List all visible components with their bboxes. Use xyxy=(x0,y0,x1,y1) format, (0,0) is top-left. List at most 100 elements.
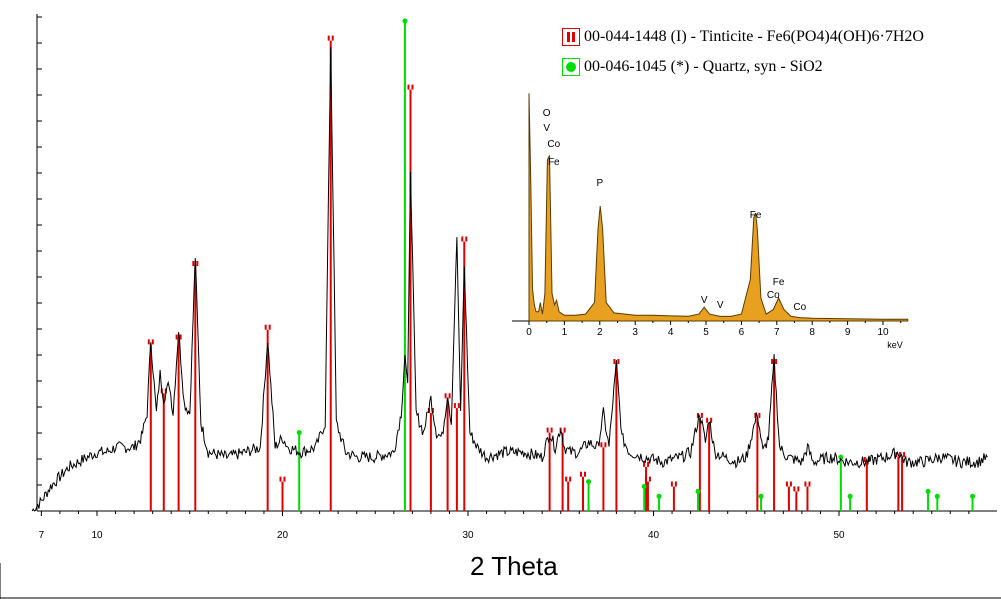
tinticite-marker xyxy=(147,339,150,345)
tinticite-marker xyxy=(696,412,699,418)
inset-peak-label: V xyxy=(717,300,724,311)
tinticite-marker xyxy=(268,324,271,330)
tinticite-marker xyxy=(793,486,796,492)
legend-item-quartz: 00-046-1045 (*) - Quartz, syn - SiO2 xyxy=(556,52,996,82)
inset-peak-label: Fe xyxy=(548,157,560,168)
tinticite-marker xyxy=(546,427,549,433)
inset-peak-label: Co xyxy=(767,290,780,301)
inset-spectrum-area xyxy=(528,93,909,322)
quartz-marker xyxy=(838,454,844,460)
tinticite-marker xyxy=(550,427,553,433)
quartz-marker xyxy=(641,484,647,489)
x-tick-label: 30 xyxy=(462,530,474,541)
inset-x-tick-label: 8 xyxy=(809,327,815,338)
x-axis-title: 2 Theta xyxy=(470,551,558,581)
tinticite-marker xyxy=(670,481,673,487)
diffraction-pattern xyxy=(31,47,988,512)
tinticite-marker xyxy=(785,481,788,487)
x-axis: 7 10 20 30 40 50 xyxy=(39,511,970,541)
quartz-marker xyxy=(296,430,302,436)
inset-peak-label: Fe xyxy=(750,210,762,221)
tinticite-marker xyxy=(444,393,447,399)
tinticite-marker xyxy=(279,476,282,482)
tinticite-marker xyxy=(448,393,451,399)
tinticite-marker xyxy=(613,359,616,364)
tinticite-marker xyxy=(327,35,330,41)
tinticite-marker xyxy=(411,84,414,90)
inset-peak-label: Co xyxy=(793,302,806,313)
tinticite-marker xyxy=(808,481,811,487)
quartz-marker xyxy=(586,479,592,485)
x-tick-label: 10 xyxy=(91,530,103,541)
inset-x-tick-label: 1 xyxy=(562,327,568,338)
reference-sticks xyxy=(147,18,976,511)
quartz-marker xyxy=(656,493,662,499)
tinticite-marker xyxy=(453,403,456,409)
tinticite-marker xyxy=(457,403,460,409)
inset-peak-label: V xyxy=(701,295,708,306)
tinticite-marker xyxy=(674,481,677,487)
tinticite-marker xyxy=(175,334,178,340)
tinticite-marker xyxy=(600,442,603,448)
tinticite-marker xyxy=(700,412,703,418)
inset-background xyxy=(508,88,905,353)
inset-x-tick-label: 9 xyxy=(845,327,851,338)
tinticite-marker xyxy=(264,324,267,330)
inset-peak-label: O xyxy=(543,108,551,119)
tinticite-marker xyxy=(775,359,778,364)
inset-peak-label: Fe xyxy=(773,277,785,288)
tinticite-marker xyxy=(797,486,800,492)
tinticite-marker xyxy=(617,359,620,364)
inset-x-tick-label: 0 xyxy=(526,327,532,338)
legend-label-quartz: 00-046-1045 (*) - Quartz, syn - SiO2 xyxy=(584,58,823,75)
quartz-marker xyxy=(925,488,931,494)
tinticite-marker xyxy=(192,261,195,266)
quartz-marker xyxy=(695,488,701,494)
x-tick-label: 40 xyxy=(648,530,660,541)
tinticite-marker xyxy=(804,481,807,487)
legend-label-tinticite: 00-044-1448 (I) - Tinticite - Fe6(PO4)4(… xyxy=(584,28,924,45)
tinticite-marker xyxy=(580,471,583,477)
tinticite-marker xyxy=(569,476,572,482)
green-dot-icon xyxy=(562,58,580,76)
tinticite-marker xyxy=(604,442,607,448)
inset-peak-label: Co xyxy=(547,139,560,150)
tinticite-marker xyxy=(461,236,464,242)
tinticite-marker xyxy=(563,427,566,433)
tinticite-marker xyxy=(771,359,774,364)
inset-x-tick-label: 7 xyxy=(774,327,780,338)
tinticite-marker xyxy=(710,417,713,423)
inset-x-tick-label: 5 xyxy=(703,327,709,338)
tinticite-marker xyxy=(407,84,410,90)
tinticite-marker xyxy=(331,35,334,41)
quartz-marker xyxy=(758,493,764,499)
inset-x-tick-label: 10 xyxy=(877,327,889,338)
tinticite-marker xyxy=(465,236,468,242)
inset-x-tick-label: 2 xyxy=(597,327,603,338)
tinticite-marker xyxy=(565,476,568,482)
inset-x-axis-label: keV xyxy=(887,340,903,350)
legend-item-tinticite: 00-044-1448 (I) - Tinticite - Fe6(PO4)4(… xyxy=(556,22,996,52)
quartz-marker xyxy=(970,493,976,499)
measured-pattern-line xyxy=(31,47,988,512)
tinticite-marker xyxy=(758,412,761,418)
x-tick-label: 20 xyxy=(277,530,289,541)
tinticite-marker xyxy=(151,339,154,345)
legend: 00-044-1448 (I) - Tinticite - Fe6(PO4)4(… xyxy=(556,22,996,82)
tinticite-marker xyxy=(903,452,906,458)
inset-peak-label: V xyxy=(543,123,550,134)
tinticite-marker xyxy=(643,461,646,467)
quartz-marker xyxy=(847,493,853,499)
tinticite-marker xyxy=(863,457,866,462)
x-tick-label: 7 xyxy=(39,530,45,541)
red-bars-icon xyxy=(562,28,580,46)
tinticite-marker xyxy=(283,476,286,482)
x-tick-label: 50 xyxy=(833,530,845,541)
quartz-marker xyxy=(934,493,940,499)
quartz-marker xyxy=(402,18,408,24)
inset-x-tick-label: 6 xyxy=(739,327,745,338)
tinticite-marker xyxy=(584,471,587,477)
tinticite-marker xyxy=(648,476,651,482)
tinticite-marker xyxy=(706,417,709,423)
tinticite-marker xyxy=(196,261,199,266)
